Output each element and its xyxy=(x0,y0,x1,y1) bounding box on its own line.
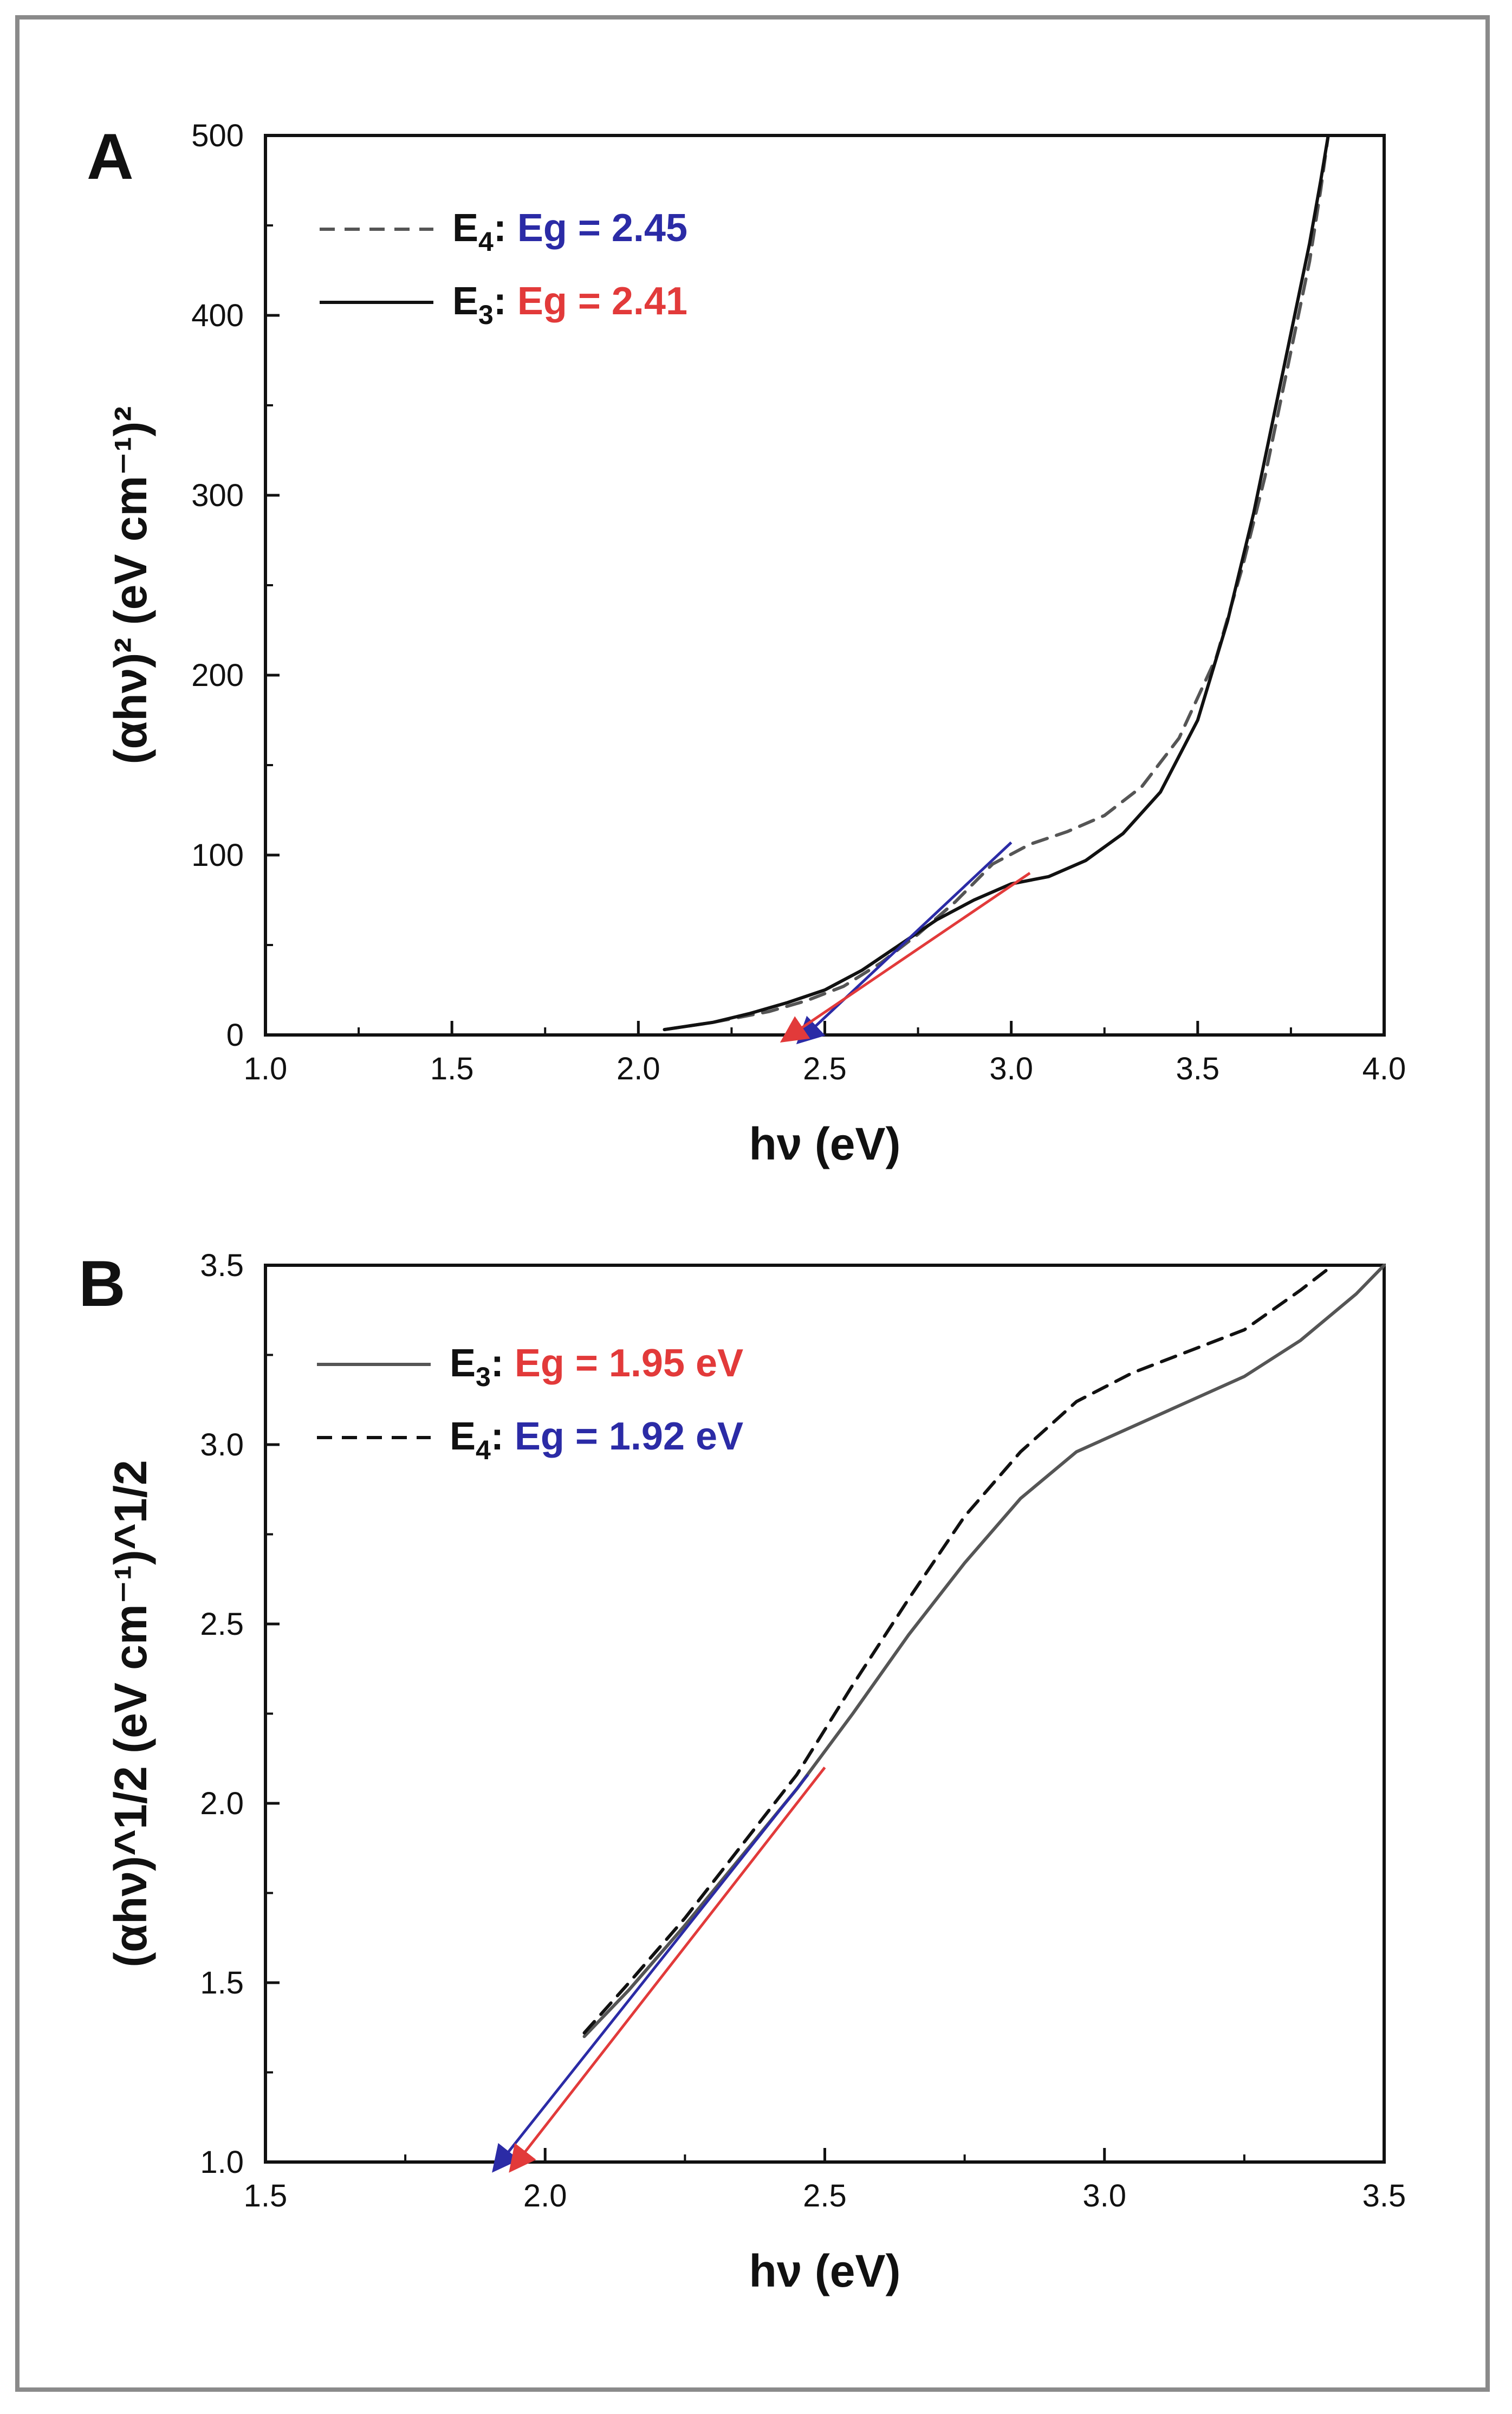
series-line-e4 xyxy=(582,1267,1330,2035)
legend-label-e3: E3: Eg = 2.41 xyxy=(452,280,687,330)
x-tick-label: 2.0 xyxy=(523,2178,567,2214)
legend-label-e3: E3: Eg = 1.95 eV xyxy=(450,1342,743,1392)
series-line-e3 xyxy=(663,134,1330,1032)
panel-letter: A xyxy=(87,120,134,193)
x-tick-label: 2.0 xyxy=(617,1051,660,1086)
x-axis-title: hν (eV) xyxy=(749,1118,900,1169)
y-tick-label: 3.0 xyxy=(200,1427,244,1462)
x-tick-label: 2.5 xyxy=(803,2178,847,2214)
figure-frame xyxy=(15,15,1490,2392)
series-line-e3 xyxy=(582,1264,1386,2038)
x-tick-label: 3.0 xyxy=(989,1051,1033,1086)
x-tick-label: 1.0 xyxy=(244,1051,288,1086)
x-tick-label: 1.5 xyxy=(244,2178,288,2214)
series-line-e4 xyxy=(663,134,1330,1032)
x-tick-label: 3.0 xyxy=(1082,2178,1126,2214)
x-tick-label: 3.5 xyxy=(1176,1051,1220,1086)
y-tick-label: 2.0 xyxy=(200,1786,244,1821)
y-tick-label: 500 xyxy=(191,118,244,153)
panel-b: B1.5 2.0 2.5 3.0 3.51.01.52.02.53.03.5hν (eV… xyxy=(79,1247,1406,2296)
y-tick-label: 200 xyxy=(191,658,244,693)
y-tick-label: 2.5 xyxy=(200,1607,244,1642)
plot-frame xyxy=(264,1264,1386,2164)
x-tick-label: 2.5 xyxy=(803,1051,847,1086)
legend: E4: Eg = 2.45 E3: Eg = 2.41 xyxy=(320,206,687,330)
legend: E3: Eg = 1.95 eV E4: Eg = 1.92 eV xyxy=(317,1342,743,1465)
fit-line-e4-fit xyxy=(492,1774,809,2173)
fit-line-e3-fit xyxy=(509,1766,826,2173)
x-axis-title: hν (eV) xyxy=(749,2245,900,2296)
y-axis-title: (αhν)² (eV cm⁻¹)² xyxy=(105,406,156,765)
panel-letter: B xyxy=(79,1247,126,1320)
y-tick-label: 100 xyxy=(191,838,244,873)
fit-line-e4-fit xyxy=(796,841,1013,1045)
fit-line-e3-fit xyxy=(780,872,1031,1043)
plot-frame xyxy=(264,134,1386,1037)
x-tick-label: 1.5 xyxy=(430,1051,474,1086)
x-tick-label: 3.5 xyxy=(1362,2178,1406,2214)
y-tick-label: 300 xyxy=(191,478,244,513)
y-tick-label: 0 xyxy=(226,1018,244,1053)
y-tick-label: 400 xyxy=(191,298,244,333)
legend-label-e4: E4: Eg = 1.92 eV xyxy=(450,1415,743,1465)
y-axis-title: (αhν)^1/2 (eV cm⁻¹)^1/2 xyxy=(105,1460,156,1967)
legend-label-e4: E4: Eg = 2.45 xyxy=(452,206,687,257)
x-tick-label: 4.0 xyxy=(1362,1051,1406,1086)
y-tick-label: 1.5 xyxy=(200,1965,244,2001)
y-tick-label: 3.5 xyxy=(200,1248,244,1283)
panel-a: A 1.0 1.5 2.0 2.5 3.0 3.5 4.0 0 100 200 300 400 500 hν… xyxy=(87,118,1406,1169)
y-tick-label: 1.0 xyxy=(200,2145,244,2180)
